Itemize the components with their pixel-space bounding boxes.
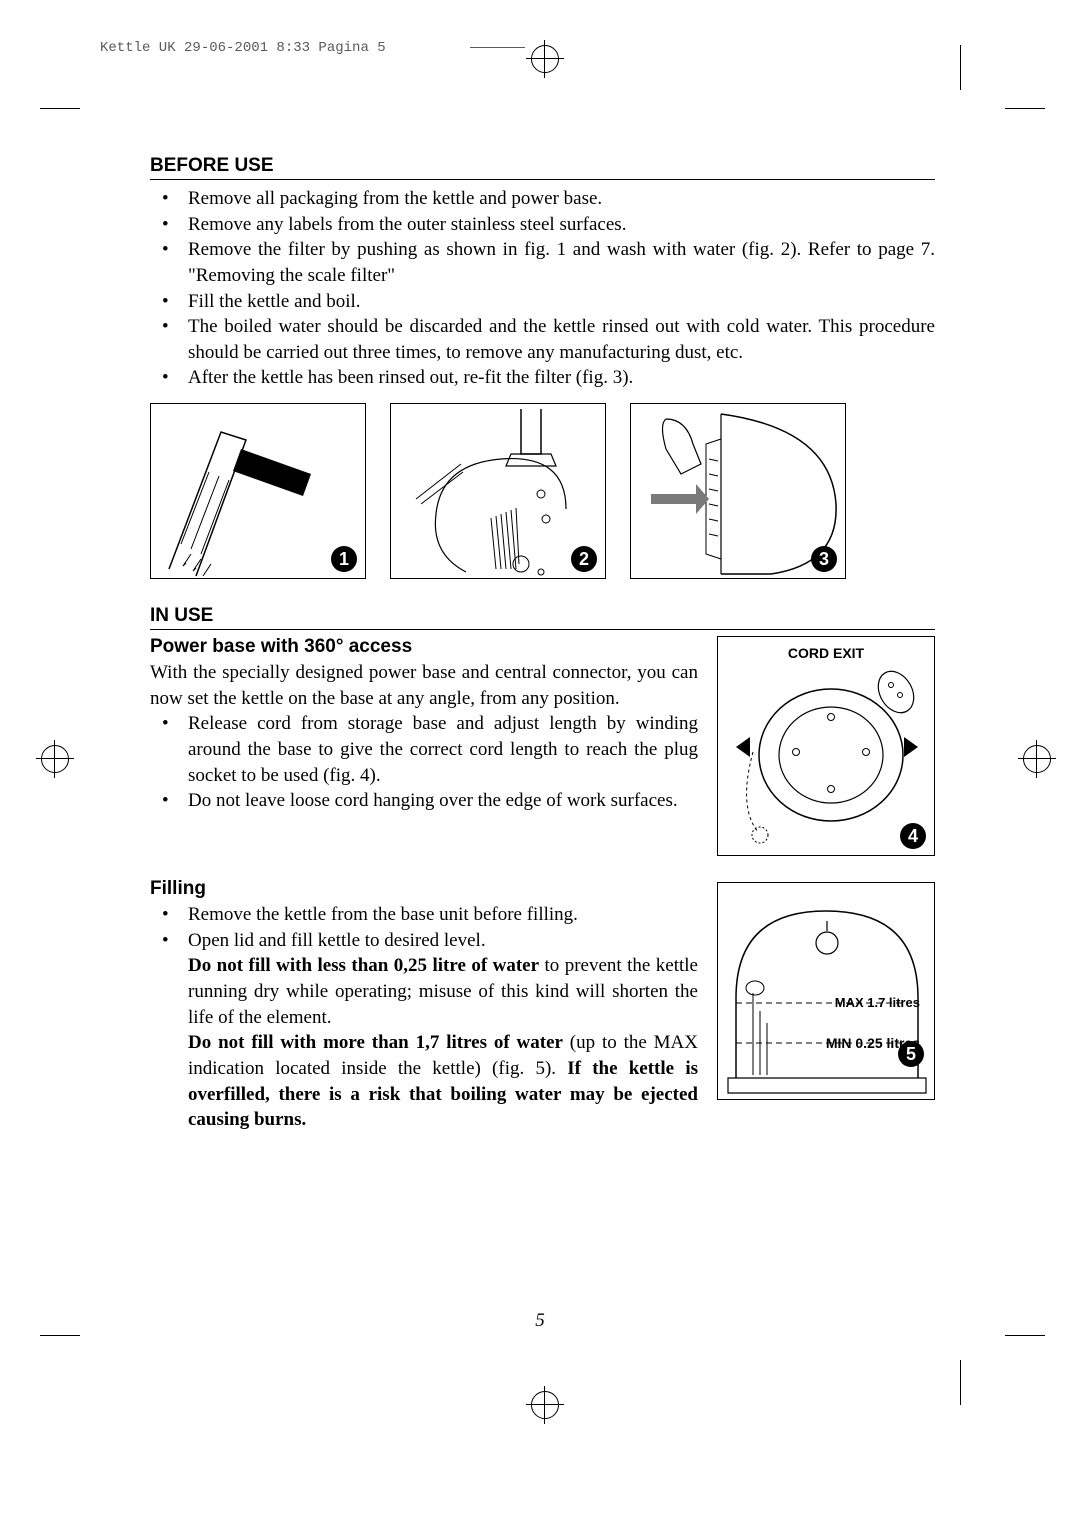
- crop-mark: [1005, 1335, 1045, 1336]
- figure-number-1: 1: [331, 546, 357, 572]
- power-base-block: CORD EXIT 4 Power base with 360° access …: [150, 636, 935, 856]
- list-item: Release cord from storage base and adjus…: [150, 711, 698, 788]
- list-item: Remove the filter by pushing as shown in…: [150, 237, 935, 288]
- power-base-list: Release cord from storage base and adjus…: [150, 711, 698, 814]
- crop-mark: [960, 1360, 961, 1405]
- list-item: After the kettle has been rinsed out, re…: [150, 365, 935, 391]
- figure-4-illustration: [718, 637, 935, 856]
- filling-bold-min: Do not fill with less than 0,25 litre of…: [188, 955, 539, 976]
- figure-5-illustration: [718, 883, 935, 1101]
- page-number: 5: [0, 1310, 1080, 1332]
- figure-2: 2: [390, 403, 606, 579]
- list-item: Remove any labels from the outer stainle…: [150, 212, 935, 238]
- figure-number-2: 2: [571, 546, 597, 572]
- filling-list: Remove the kettle from the base unit bef…: [150, 902, 698, 1133]
- list-item: Remove all packaging from the kettle and…: [150, 186, 935, 212]
- figure-number-4: 4: [900, 823, 926, 849]
- power-base-intro: With the specially designed power base a…: [150, 660, 698, 711]
- figure-5-max-label: MAX 1.7 litres: [835, 995, 920, 1010]
- registration-mark-bottom: [530, 1390, 560, 1420]
- figure-row: 1 2: [150, 403, 935, 579]
- crop-mark: [40, 1335, 80, 1336]
- figure-number-5: 5: [898, 1041, 924, 1067]
- registration-mark-right: [1022, 744, 1052, 774]
- registration-mark-left: [40, 744, 70, 774]
- filling-lead: Open lid and fill kettle to desired leve…: [188, 930, 486, 951]
- figure-3: 3: [630, 403, 846, 579]
- crop-mark: [1005, 108, 1045, 109]
- figure-5: MAX 1.7 litres MIN 0.25 litres 5: [717, 882, 935, 1100]
- figure-number-3: 3: [811, 546, 837, 572]
- figure-4: CORD EXIT 4: [717, 636, 935, 856]
- print-header-line: [470, 47, 525, 48]
- list-item: Open lid and fill kettle to desired leve…: [150, 928, 698, 1133]
- filling-block: MAX 1.7 litres MIN 0.25 litres 5 Filling…: [150, 878, 935, 1133]
- subheading-filling: Filling: [150, 878, 698, 900]
- list-item: Fill the kettle and boil.: [150, 289, 935, 315]
- heading-before-use: BEFORE USE: [150, 155, 935, 180]
- registration-mark-top: [530, 44, 560, 74]
- crop-mark: [40, 108, 80, 109]
- filling-bold-max: Do not fill with more than 1,7 litres of…: [188, 1032, 563, 1053]
- before-use-list: Remove all packaging from the kettle and…: [150, 186, 935, 391]
- page-content: BEFORE USE Remove all packaging from the…: [150, 155, 935, 1133]
- figure-4-label: CORD EXIT: [718, 645, 934, 661]
- subheading-power-base: Power base with 360° access: [150, 636, 698, 658]
- list-item: The boiled water should be discarded and…: [150, 314, 935, 365]
- heading-in-use: IN USE: [150, 605, 935, 630]
- print-header: Kettle UK 29-06-2001 8:33 Pagina 5: [100, 40, 386, 56]
- crop-mark: [960, 45, 961, 90]
- list-item: Remove the kettle from the base unit bef…: [150, 902, 698, 928]
- figure-1: 1: [150, 403, 366, 579]
- list-item: Do not leave loose cord hanging over the…: [150, 788, 698, 814]
